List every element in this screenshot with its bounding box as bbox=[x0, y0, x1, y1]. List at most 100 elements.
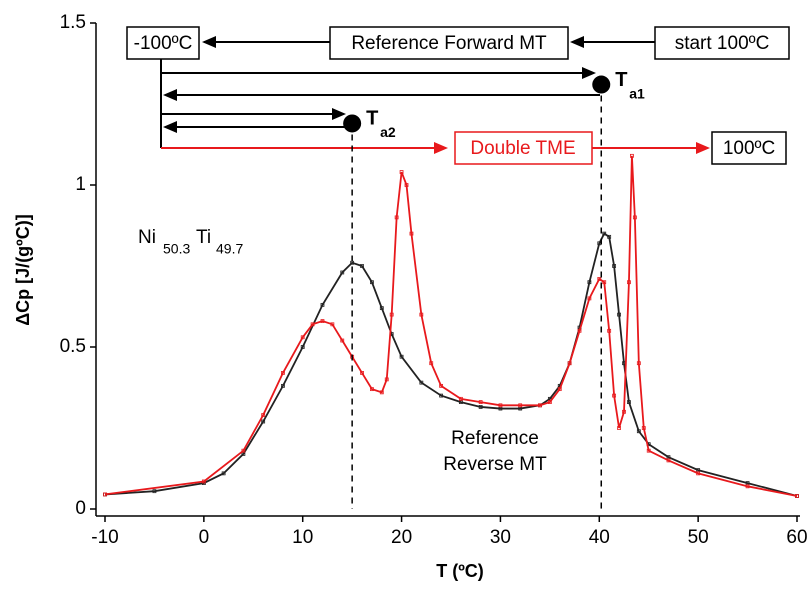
data-point bbox=[612, 264, 617, 268]
data-point bbox=[632, 215, 637, 220]
x-tick-label: 0 bbox=[199, 527, 210, 548]
arrow-head bbox=[570, 36, 584, 48]
data-point bbox=[419, 380, 424, 385]
data-point bbox=[152, 489, 157, 494]
x-tick-label: 20 bbox=[391, 527, 412, 548]
x-tick-label: 50 bbox=[688, 527, 709, 548]
data-point bbox=[745, 484, 750, 489]
data-point bbox=[103, 492, 107, 497]
data-point bbox=[201, 479, 206, 484]
data-point bbox=[281, 371, 285, 375]
data-point bbox=[404, 183, 409, 187]
data-point bbox=[597, 277, 602, 281]
data-point bbox=[795, 494, 799, 498]
data-point bbox=[300, 345, 305, 349]
data-point bbox=[394, 215, 399, 220]
y-axis-label: ΔCp [J/(gºC)] bbox=[13, 214, 33, 326]
data-point bbox=[281, 383, 285, 388]
data-point bbox=[478, 400, 483, 404]
data-point bbox=[622, 409, 626, 414]
data-point bbox=[587, 280, 592, 285]
data-point bbox=[370, 387, 374, 392]
transition-point bbox=[592, 75, 611, 94]
annotation: start 100ºC bbox=[675, 33, 770, 54]
data-point bbox=[320, 302, 325, 307]
annotation: Reference bbox=[451, 428, 539, 449]
data-point bbox=[602, 280, 607, 285]
annotation: -100ºC bbox=[134, 33, 193, 54]
data-point bbox=[587, 296, 592, 301]
point-label: T bbox=[366, 108, 378, 130]
data-point bbox=[439, 383, 444, 388]
data-point bbox=[310, 322, 315, 327]
box bbox=[126, 26, 200, 60]
point-label-sub: a1 bbox=[629, 85, 645, 101]
data-point bbox=[617, 312, 621, 317]
data-point bbox=[636, 361, 641, 366]
data-point bbox=[458, 396, 463, 401]
data-point bbox=[320, 319, 325, 323]
data-point bbox=[636, 429, 641, 434]
alloy-label: Ti bbox=[196, 227, 211, 248]
data-point bbox=[360, 371, 364, 375]
data-point bbox=[666, 458, 671, 463]
data-point bbox=[439, 393, 444, 398]
data-point bbox=[409, 231, 414, 236]
arrow-head bbox=[163, 89, 177, 101]
box bbox=[654, 26, 790, 60]
point-label-sub: a2 bbox=[380, 124, 396, 140]
data-point bbox=[607, 328, 612, 333]
data-point bbox=[221, 471, 226, 476]
data-point bbox=[241, 448, 246, 453]
y-tick-label: 0 bbox=[75, 498, 86, 519]
data-point bbox=[370, 280, 374, 285]
data-point bbox=[399, 354, 404, 359]
data-point bbox=[567, 361, 572, 366]
data-point bbox=[340, 338, 345, 343]
data-point bbox=[360, 264, 364, 268]
data-line bbox=[104, 155, 798, 497]
data-point bbox=[261, 413, 266, 417]
x-axis-label: T (ºC) bbox=[436, 561, 484, 581]
data-point bbox=[389, 312, 394, 317]
y-tick-label: 1 bbox=[75, 174, 86, 195]
alloy-label: Ni bbox=[138, 227, 156, 248]
data-point bbox=[646, 448, 651, 453]
data-point bbox=[547, 400, 552, 404]
arrow-head bbox=[332, 108, 346, 120]
data-point bbox=[379, 390, 384, 395]
data-point bbox=[538, 403, 542, 408]
y-tick-label: 0.5 bbox=[60, 336, 86, 357]
data-point bbox=[577, 328, 582, 333]
x-tick-label: 10 bbox=[292, 527, 313, 548]
annotation: Reverse MT bbox=[443, 454, 547, 475]
annotation: 100ºC bbox=[723, 138, 775, 159]
data-point bbox=[641, 426, 646, 430]
arrow-head bbox=[582, 67, 596, 79]
data-point bbox=[419, 312, 424, 317]
data-point bbox=[612, 393, 617, 398]
data-point bbox=[630, 153, 634, 158]
data-point bbox=[300, 335, 305, 340]
data-point bbox=[429, 361, 434, 366]
arrow-head bbox=[434, 142, 448, 154]
x-tick-label: 30 bbox=[490, 527, 511, 548]
data-point bbox=[627, 400, 631, 404]
data-point bbox=[261, 419, 266, 424]
box bbox=[711, 131, 787, 165]
data-point bbox=[607, 234, 612, 239]
data-point bbox=[518, 403, 523, 408]
alloy-label: 49.7 bbox=[216, 241, 243, 257]
box bbox=[329, 26, 569, 60]
data-point bbox=[399, 170, 404, 174]
data-point bbox=[617, 426, 621, 430]
arrow-head bbox=[202, 36, 216, 48]
data-point bbox=[478, 405, 483, 409]
data-point bbox=[330, 322, 335, 327]
data-point bbox=[379, 306, 384, 311]
data-point bbox=[384, 377, 389, 382]
x-tick-label: 60 bbox=[786, 527, 807, 548]
x-tick-label: 40 bbox=[589, 527, 610, 548]
transition-point bbox=[343, 114, 362, 133]
